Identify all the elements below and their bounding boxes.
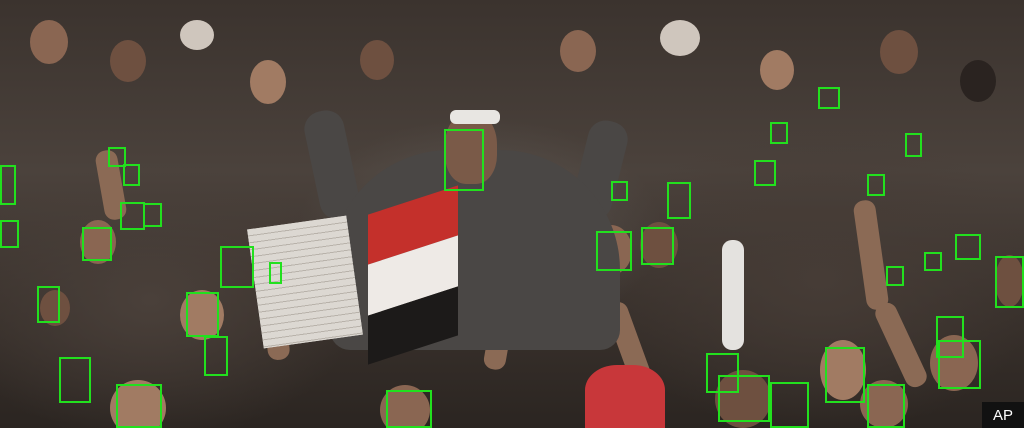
face-box [120, 202, 145, 230]
face-box [938, 340, 981, 389]
face-box [82, 227, 112, 261]
crowd-head [560, 30, 596, 72]
face-box [611, 181, 628, 201]
face-box [770, 122, 788, 144]
crowd-head [360, 40, 394, 80]
newspaper [247, 215, 363, 349]
crowd-head [995, 255, 1024, 307]
crowd-head [380, 385, 430, 428]
face-box [924, 252, 942, 271]
face-box [718, 375, 770, 422]
crowd-head [960, 60, 996, 102]
face-box [886, 266, 904, 286]
face-box [818, 87, 840, 109]
face-box [754, 160, 776, 186]
face-box [867, 384, 905, 428]
face-box [905, 133, 922, 157]
face-box [667, 182, 691, 219]
photo-credit: AP [982, 402, 1024, 428]
raised-arm [852, 199, 890, 311]
face-box [204, 336, 228, 376]
face-box [116, 384, 162, 428]
crowd-head [820, 340, 866, 400]
raised-arm [872, 299, 930, 391]
face-box [995, 256, 1024, 308]
face-box [59, 357, 91, 403]
face-box [269, 262, 282, 284]
crowd-head [660, 20, 700, 56]
face-box [37, 286, 60, 323]
face-box [386, 390, 432, 428]
face-box [220, 246, 254, 288]
face-box [706, 353, 739, 393]
raised-arm [722, 240, 744, 350]
face-box [123, 164, 140, 186]
crowd-head [110, 380, 166, 428]
crowd-head [880, 30, 918, 74]
face-box [0, 220, 19, 248]
egyptian-flag [368, 185, 458, 365]
crowd-head [180, 20, 214, 50]
crowd-head [40, 290, 70, 326]
face-box [955, 234, 981, 260]
face-box [867, 174, 885, 196]
face-box [825, 347, 865, 403]
face-box [596, 231, 632, 271]
crowd-head [640, 222, 678, 268]
face-box [108, 147, 126, 167]
protester-headband [450, 110, 500, 124]
face-box [444, 129, 484, 191]
crowd-head [760, 50, 794, 90]
crowd-head [250, 60, 286, 104]
face-box [770, 382, 809, 428]
crowd-head [715, 370, 771, 428]
crowd-head [110, 40, 146, 82]
face-box [641, 227, 674, 265]
face-box [936, 316, 964, 358]
face-box [0, 165, 16, 205]
red-cloth [585, 365, 665, 428]
crowd-head [30, 20, 68, 64]
protester-head [445, 112, 497, 184]
face-box [186, 292, 219, 337]
face-box [143, 203, 162, 227]
